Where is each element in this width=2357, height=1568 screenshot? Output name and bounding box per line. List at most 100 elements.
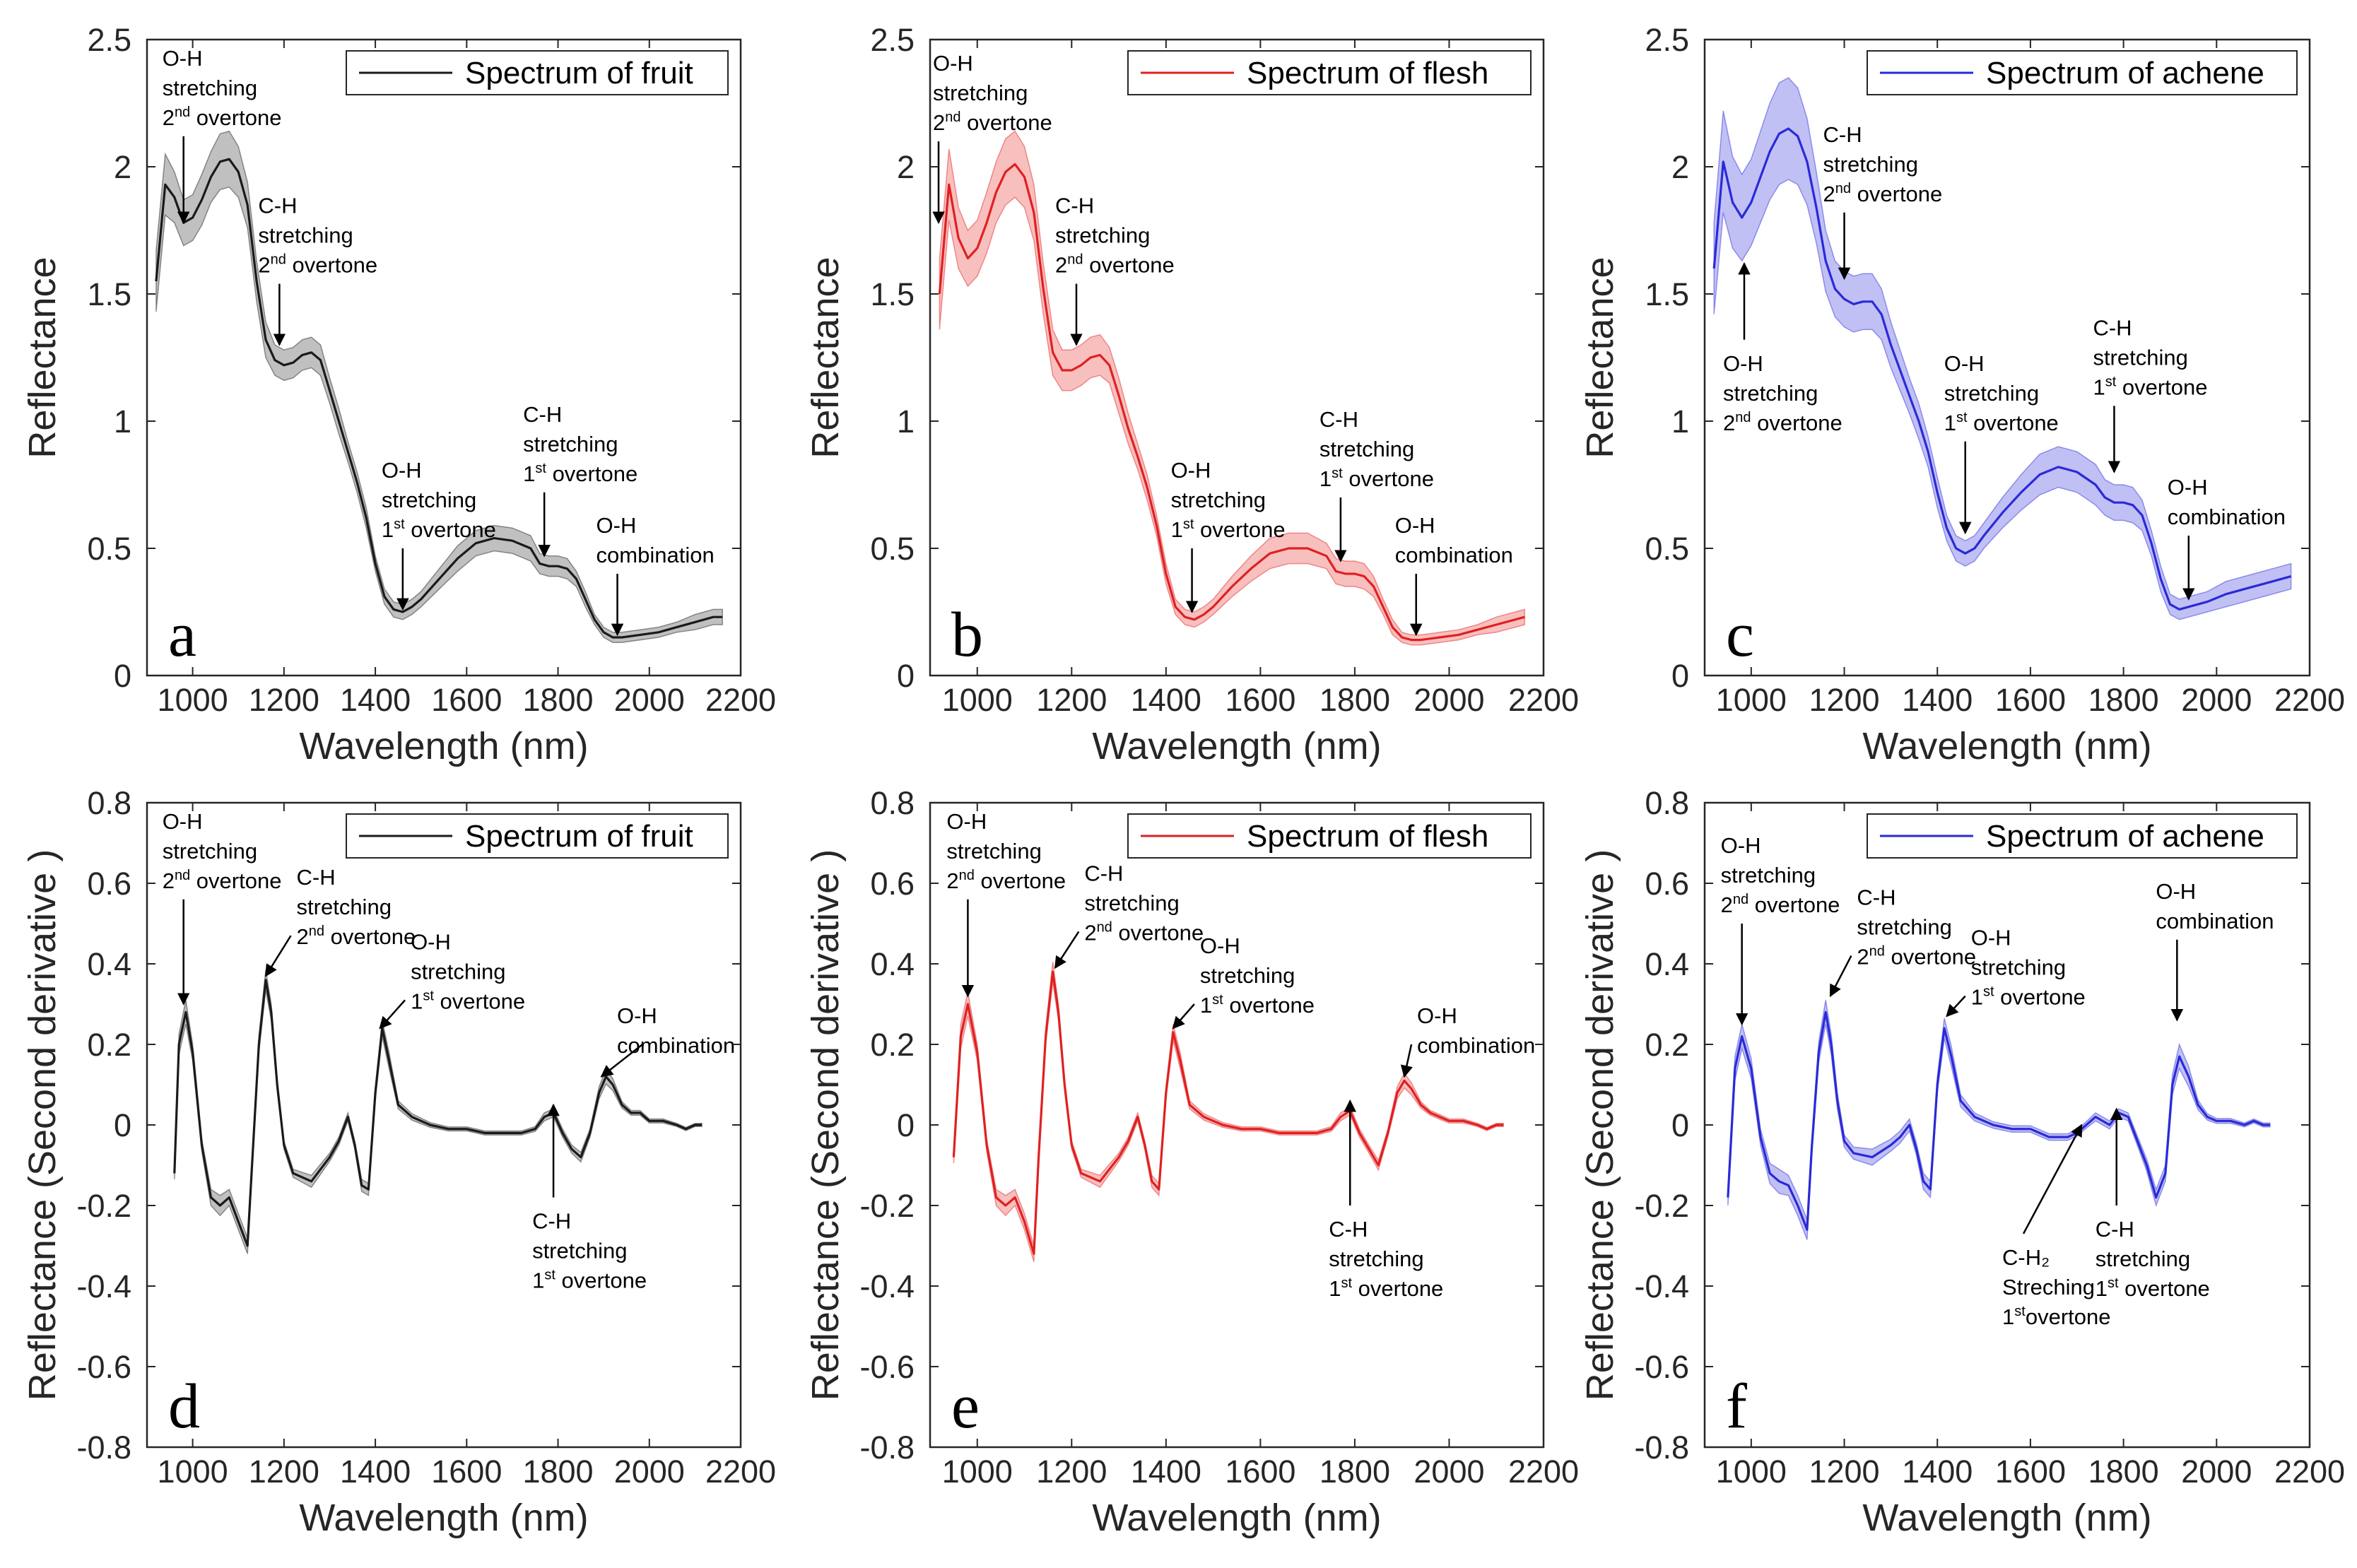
annotation-text: 1st overtone	[411, 988, 525, 1013]
x-tick-label: 2000	[2181, 1454, 2252, 1490]
panel-letter: e	[951, 1372, 980, 1442]
annotation-text: stretching	[1721, 863, 1816, 888]
annotation-text: O-H	[411, 929, 451, 954]
y-tick-label: 0	[897, 1107, 915, 1143]
annotation-text: stretching	[258, 223, 353, 248]
y-tick-label: 0	[897, 658, 915, 694]
x-tick-label: 2200	[1508, 682, 1579, 718]
panel-letter: d	[168, 1372, 200, 1442]
annotation-text: O-H	[1721, 833, 1761, 858]
x-tick-label: 1600	[1995, 1454, 2066, 1490]
std-band	[1713, 77, 2292, 620]
y-tick-label: 0.2	[1645, 1027, 1689, 1063]
annotation-text: 2nd overtone	[1857, 944, 1976, 969]
annotation: C-H stretching 1st overtone	[2096, 1107, 2210, 1301]
x-tick-label: 2000	[614, 682, 685, 718]
legend: Spectrum of achene	[1867, 813, 2298, 859]
x-tick-label: 1000	[1716, 1454, 1787, 1490]
annotation-text: C-H	[258, 194, 297, 218]
annotation-text: 2nd overtone	[258, 252, 377, 278]
y-tick-label: 2.5	[1645, 22, 1689, 58]
x-tick-label: 1400	[1131, 1454, 1201, 1490]
std-band	[174, 969, 703, 1254]
annotation: C-H stretching 2nd overtone	[264, 865, 416, 977]
annotation: O-H stretching 1st overtone	[1171, 458, 1286, 613]
annotation-text: stretching	[532, 1239, 627, 1263]
x-tick-label: 1200	[1036, 682, 1107, 718]
annotation-text: stretching	[297, 895, 392, 919]
annotation-text: stretching	[1723, 381, 1818, 406]
panel-e: O-H stretching 2nd overtone C-H stretching 2n…	[804, 785, 1579, 1539]
annotation-text: O-H	[2168, 475, 2208, 500]
annotation-text: O-H	[1417, 1003, 1457, 1028]
panel-a: O-H stretching 2nd overtone C-H stretching 2n…	[21, 22, 776, 767]
annotation-text: 2nd overtone	[1723, 410, 1842, 435]
x-tick-label: 1400	[1902, 1454, 1973, 1490]
annotation-text: combination	[1417, 1033, 1535, 1058]
annotation-arrow	[264, 935, 292, 977]
panel-letter: b	[951, 600, 983, 670]
x-tick-label: 1400	[340, 682, 411, 718]
series-line	[938, 163, 1525, 642]
y-tick-label: 0.6	[870, 866, 915, 902]
panel-letter: a	[168, 600, 196, 670]
series-line	[1727, 1010, 2270, 1231]
annotation-arrow	[600, 1044, 643, 1078]
y-tick-label: 1.5	[870, 276, 915, 312]
series-line	[952, 970, 1504, 1256]
annotation: O-H combination	[2156, 879, 2274, 1022]
panel-letter: f	[1726, 1372, 1747, 1442]
x-tick-label: 1800	[2088, 1454, 2159, 1490]
x-tick-label: 1000	[942, 682, 1013, 718]
annotation-text: 1st overtone	[2093, 374, 2207, 399]
annotation-text: O-H	[382, 458, 422, 483]
x-axis-label: Wavelength (nm)	[299, 725, 588, 767]
y-tick-label: 0	[114, 1107, 131, 1143]
x-tick-label: 1200	[1036, 1454, 1107, 1490]
annotation-text: C-H	[1319, 407, 1358, 432]
y-tick-label: 0.2	[870, 1027, 915, 1063]
legend: Spectrum of achene	[1867, 50, 2298, 95]
x-tick-label: 1200	[1809, 1454, 1879, 1490]
y-tick-label: 0.8	[870, 785, 915, 821]
annotation: C-H stretching 2nd overtone	[1823, 122, 1942, 281]
annotation: C-H stretching 1st overtone	[532, 1103, 647, 1293]
y-tick-label: 0.6	[1645, 866, 1689, 902]
annotation-text: stretching	[1329, 1246, 1423, 1271]
annotation-text: O-H	[1971, 926, 2011, 950]
y-tick-label: 0.5	[1645, 531, 1689, 567]
y-axis-label: Reflectance	[1579, 257, 1621, 458]
y-tick-label: 0.6	[87, 866, 131, 902]
annotation-text: stretching	[2093, 345, 2187, 370]
annotation-text: combination	[596, 543, 715, 567]
y-tick-label: 2.5	[87, 22, 131, 58]
annotation-text: stretching	[1200, 963, 1295, 988]
x-tick-label: 1400	[1131, 682, 1201, 718]
annotation-text: 2nd overtone	[946, 868, 1066, 893]
legend-label: Spectrum of achene	[1986, 56, 2264, 90]
axes-frame	[1703, 38, 2311, 677]
y-tick-label: 2	[897, 149, 915, 185]
panel-b: O-H stretching 2nd overtone C-H stretching 2n…	[804, 22, 1579, 767]
x-axis-label: Wavelength (nm)	[1092, 1497, 1381, 1539]
annotation: O-H stretching 2nd overtone	[1721, 833, 1840, 1026]
annotation-text: O-H	[1723, 351, 1763, 376]
annotation-text: C-H	[1823, 122, 1862, 147]
x-axis-label: Wavelength (nm)	[1092, 725, 1381, 767]
annotation: O-H combination	[1400, 1003, 1535, 1078]
annotation-text: stretching	[1084, 890, 1179, 915]
annotation-text: Streching	[2002, 1275, 2095, 1299]
annotation-text: O-H	[617, 1003, 657, 1028]
axes-frame	[146, 801, 742, 1449]
annotation-text: 1st overtone	[1319, 466, 1434, 491]
annotation: O-H combination	[600, 1003, 735, 1078]
annotation: C-H₂ Streching 1stovertone	[2002, 1124, 2110, 1329]
series-line	[1712, 127, 2292, 611]
y-tick-label: -0.8	[859, 1430, 915, 1466]
y-tick-label: 1.5	[1645, 276, 1689, 312]
y-tick-label: 0.4	[870, 946, 915, 982]
y-tick-label: -0.4	[1634, 1268, 1689, 1304]
annotation-text: 1st overtone	[1971, 984, 2086, 1010]
x-tick-label: 1000	[942, 1454, 1013, 1490]
